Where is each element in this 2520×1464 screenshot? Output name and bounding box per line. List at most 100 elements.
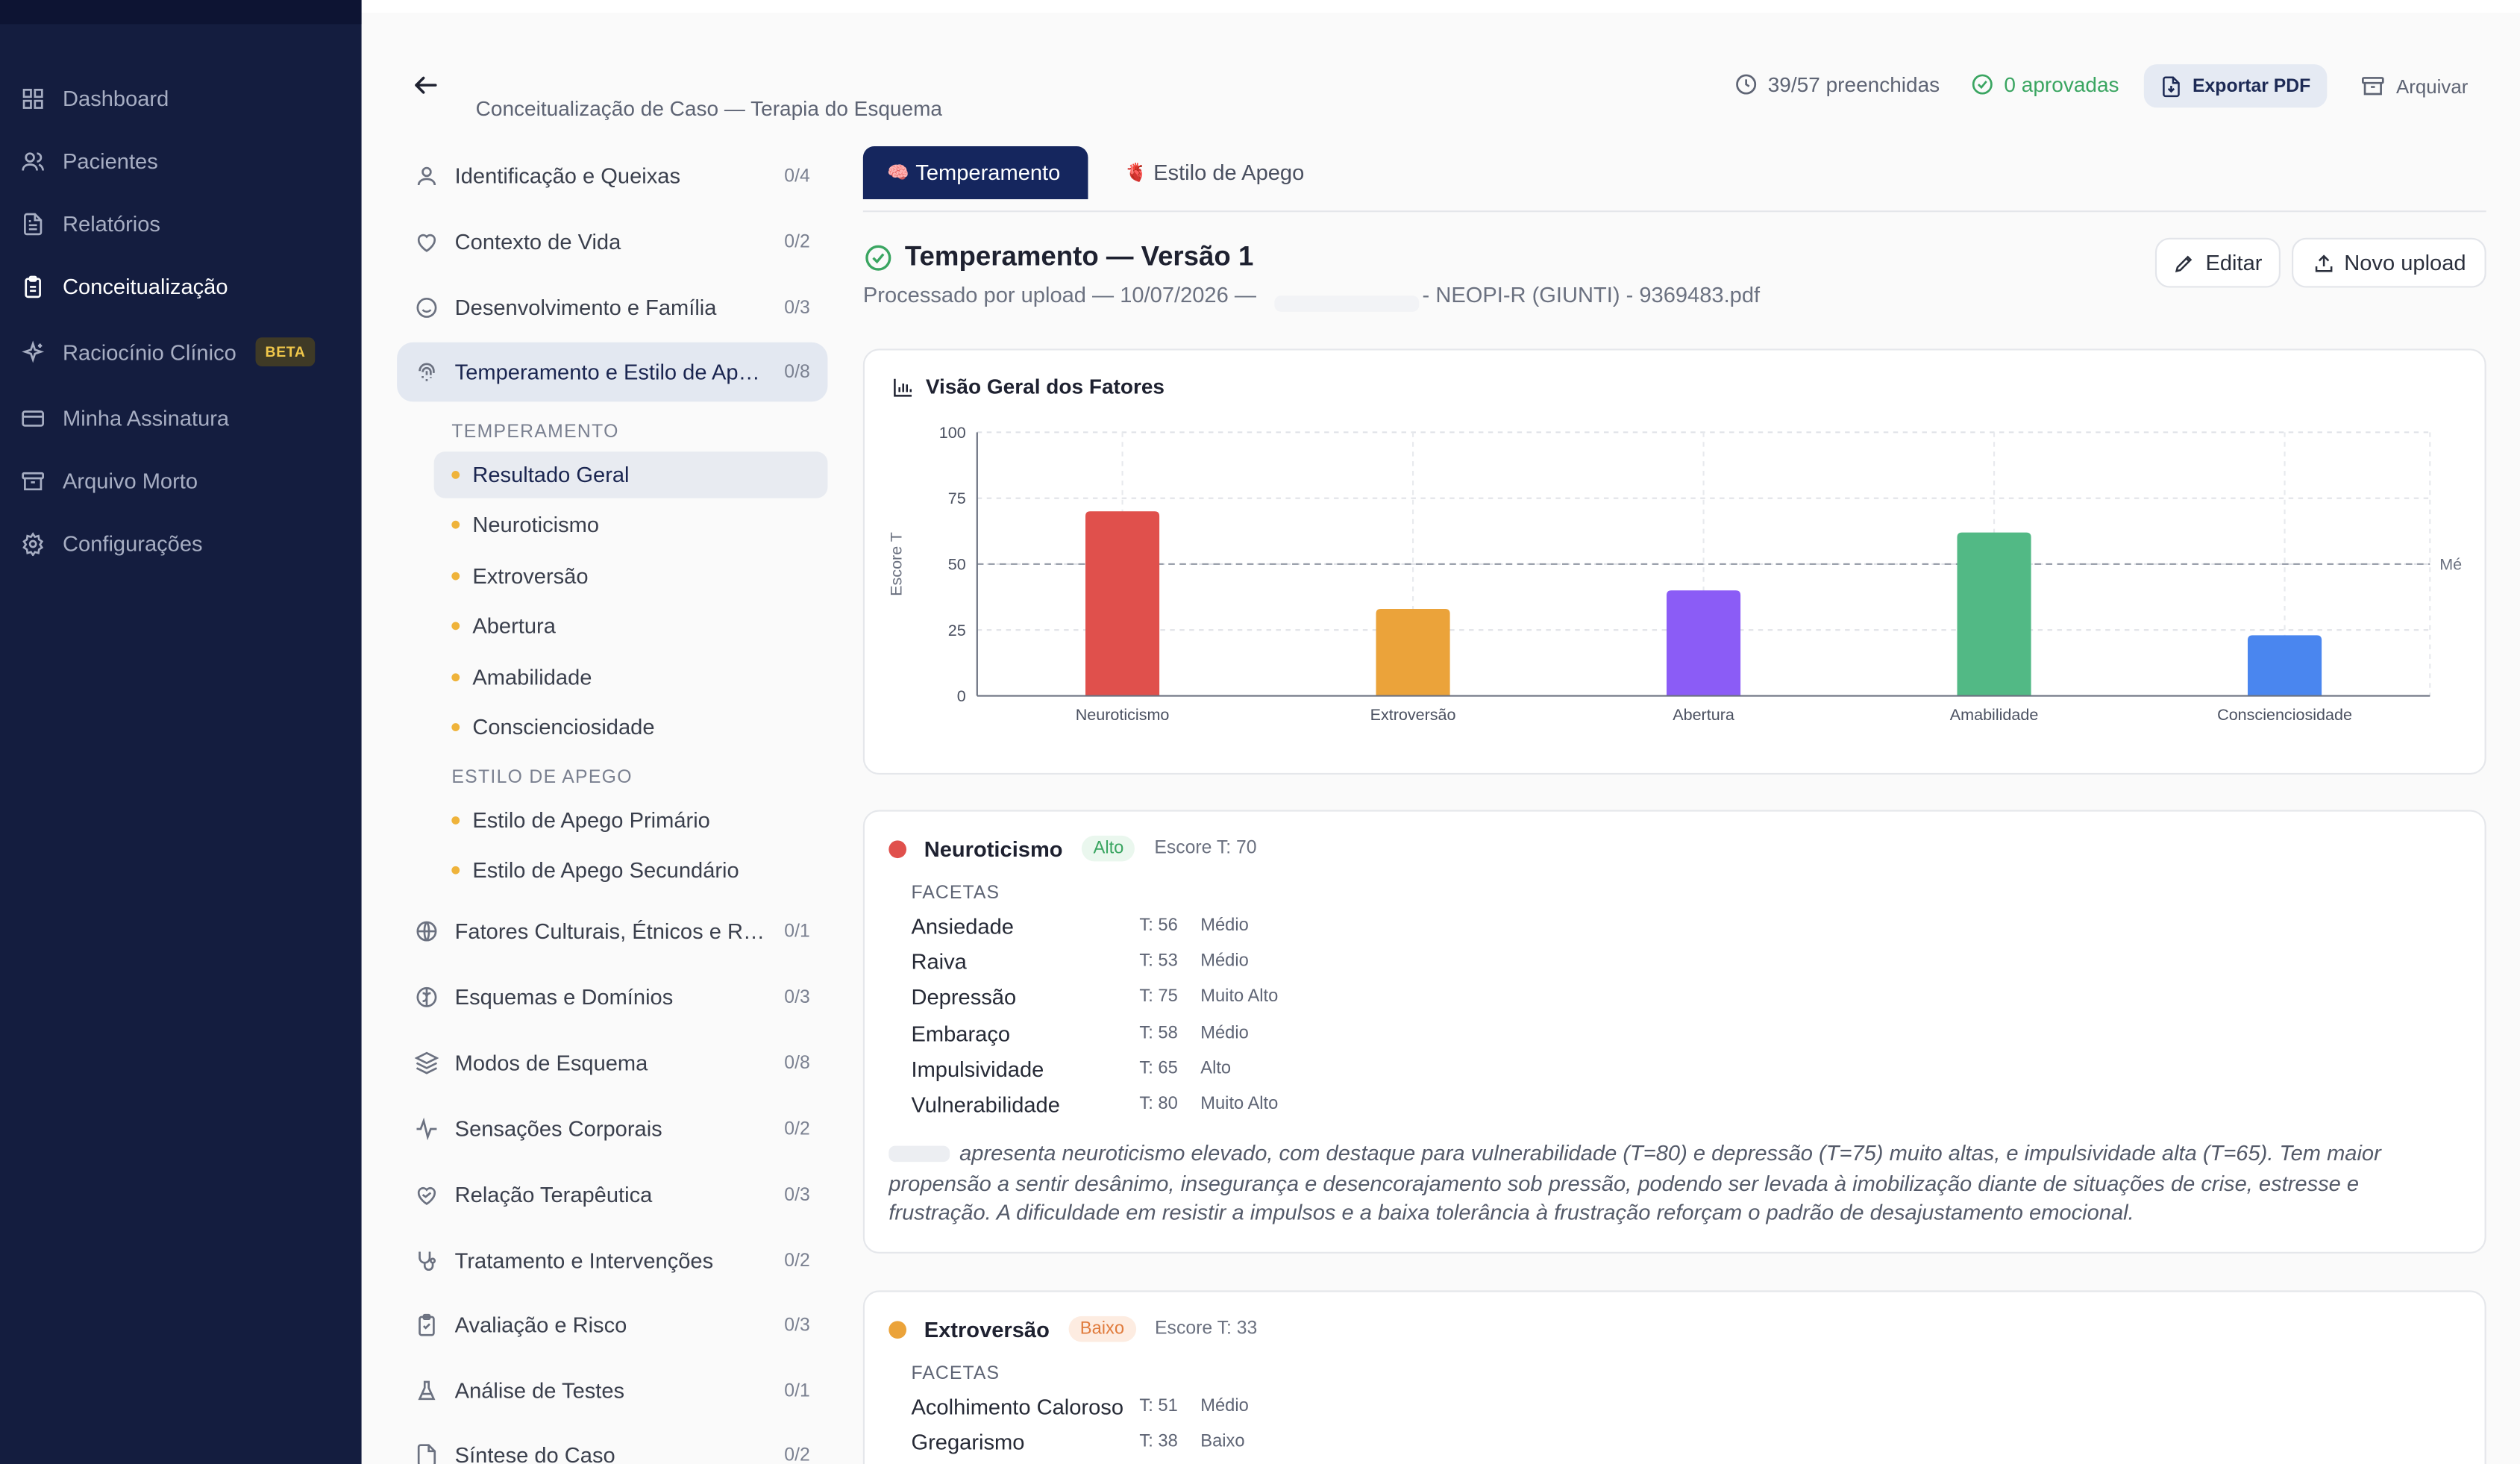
y-tick-label: 25 [948, 622, 966, 639]
app-sidebar: Dashboard Pacientes Relatórios Conceitua… [0, 0, 362, 1464]
factor-score: Escore T: 70 [1154, 839, 1257, 859]
section-tratamento[interactable]: Tratamento e Intervenções 0/2 [397, 1231, 827, 1291]
fingerprint-icon [419, 363, 435, 381]
back-arrow-icon[interactable] [412, 71, 441, 100]
level-badge: Baixo [1068, 1316, 1136, 1342]
brain-emoji-icon: 🧠 [887, 163, 909, 184]
sidebar-item-label: Raciocínio Clínico [63, 340, 236, 364]
users-icon [22, 151, 44, 170]
facets-label: FACETAS [911, 883, 1000, 904]
sidebar-item-label: Relatórios [63, 211, 160, 236]
bar-neuroticismo [1085, 511, 1160, 696]
facet-row: Impulsividade T: 65 Alto [911, 1057, 1232, 1082]
sidebar-item-label: Configurações [63, 531, 203, 556]
redacted-name [1274, 291, 1420, 315]
export-pdf-button[interactable]: Exportar PDF [2143, 64, 2328, 108]
subitem-neuroticismo[interactable]: Neuroticismo [434, 501, 828, 548]
section-fatores-culturais[interactable]: Fatores Culturais, Étnicos e Religiosos0… [397, 901, 827, 961]
subgroup-title-temperamento: TEMPERAMENTO [451, 422, 619, 442]
sidebar-item-label: Arquivo Morto [63, 468, 198, 493]
grid-icon [22, 87, 43, 108]
layers-icon [414, 1051, 439, 1074]
globe-icon [416, 921, 437, 942]
sparkles-icon [22, 340, 45, 363]
section-contexto-de-vida[interactable]: Contexto de Vida 0/2 [397, 212, 827, 272]
bar-extroversão [1376, 608, 1450, 696]
pencil-icon [2175, 254, 2193, 272]
factor-header: Neuroticismo Alto Escore T: 70 [888, 835, 1257, 862]
section-relacao-terapeutica[interactable]: Relação Terapêutica 0/3 [397, 1165, 827, 1224]
factor-color-dot [888, 1320, 907, 1338]
facet-row: Depressão T: 75 Muito Alto [911, 985, 1279, 1010]
clipboard-icon [25, 275, 41, 298]
tab-divider [862, 210, 2486, 213]
filled-counter: 39/57 preenchidas [1734, 72, 1940, 96]
check-circle-icon [1972, 74, 1993, 95]
x-tick-label: Extroversão [1370, 706, 1456, 724]
new-upload-button[interactable]: Novo upload [2292, 237, 2486, 288]
subgroup-title-apego: ESTILO DE APEGO [451, 768, 633, 788]
sidebar-item-configuracoes[interactable]: Configurações [0, 514, 362, 572]
archive-icon [2362, 77, 2384, 96]
version-processed-text: Processado por upload — 10/07/2026 — [862, 283, 1256, 307]
sidebar-item-label: Minha Assinatura [63, 405, 230, 431]
section-identificacao[interactable]: Identificação e Queixas 0/4 [397, 146, 827, 206]
brain-icon [416, 986, 437, 1007]
file-download-icon [2163, 75, 2181, 97]
sidebar-item-label: Pacientes [63, 148, 158, 173]
subitem-resultado-geral[interactable]: Resultado Geral [433, 451, 828, 498]
section-analise-testes[interactable]: Análise de Testes 0/1 [397, 1361, 827, 1421]
sidebar-item-arquivo-morto[interactable]: Arquivo Morto [0, 451, 362, 510]
sidebar-item-raciocinio-clinico[interactable]: Raciocínio Clínico BETA [0, 323, 362, 381]
tab-estilo-de-apego[interactable]: 🫀 Estilo de Apego [1125, 160, 1305, 185]
approved-counter: 0 aprovadas [1970, 72, 2119, 96]
chart-card-title: Visão Geral dos Fatores [892, 375, 1165, 398]
facet-row: Vulnerabilidade T: 80 Muito Alto [911, 1092, 1279, 1117]
sidebar-item-pacientes[interactable]: Pacientes [0, 132, 362, 190]
subitem-amabilidade[interactable]: Amabilidade [434, 654, 828, 701]
facet-row: Gregarismo T: 38 Baixo [911, 1430, 1245, 1455]
heart-emoji-icon: 🫀 [1125, 163, 1147, 184]
x-tick-label: Abertura [1673, 706, 1734, 724]
gear-icon [22, 531, 44, 556]
facets-label: FACETAS [911, 1364, 1000, 1384]
activity-icon [416, 1117, 437, 1141]
file-text-icon [24, 212, 43, 235]
beta-badge: BETA [255, 337, 316, 367]
file-icon [417, 1444, 436, 1464]
facet-row: Acolhimento Caloroso T: 51 Médio [911, 1395, 1249, 1419]
y-tick-label: 0 [957, 687, 966, 705]
sidebar-item-relatorios[interactable]: Relatórios [0, 195, 362, 253]
heart-handshake-icon [417, 1186, 436, 1205]
subitem-conscienciosidade[interactable]: Conscienciosidade [434, 704, 828, 750]
subitem-extroversao[interactable]: Extroversão [434, 553, 828, 599]
section-sensacoes-corporais[interactable]: Sensações Corporais 0/2 [397, 1099, 827, 1159]
level-badge: Alto [1082, 835, 1135, 862]
redacted-name [888, 1146, 950, 1163]
factor-card-neuroticismo [862, 810, 2486, 1254]
section-temperamento[interactable]: Temperamento e Estilo de Apego 0/8 [397, 342, 828, 402]
sidebar-item-dashboard[interactable]: Dashboard [0, 69, 362, 128]
section-avaliacao-risco[interactable]: Avaliação e Risco 0/3 [397, 1295, 827, 1355]
subitem-abertura[interactable]: Abertura [434, 603, 828, 649]
heart-icon [417, 234, 436, 252]
edit-button[interactable]: Editar [2154, 237, 2281, 288]
facet-row: Raiva T: 53 Médio [911, 949, 1249, 975]
check-circle-icon [865, 244, 891, 270]
section-modos-de-esquema[interactable]: Modos de Esquema 0/8 [397, 1033, 827, 1093]
reference-line-label: Mé [2439, 555, 2462, 573]
subitem-apego-secundario[interactable]: Estilo de Apego Secundário [434, 847, 828, 893]
sidebar-item-conceitualizacao[interactable]: Conceitualização [0, 257, 362, 316]
archive-button[interactable]: Arquivar [2361, 64, 2468, 107]
bar-chart-icon [894, 378, 912, 396]
facet-row: Ansiedade T: 56 Médio [911, 914, 1249, 939]
tab-temperamento[interactable]: 🧠 Temperamento [862, 146, 1088, 200]
section-sintese-caso[interactable]: Síntese do Caso 0/2 [397, 1425, 827, 1464]
y-tick-label: 75 [948, 489, 966, 507]
subitem-apego-primario[interactable]: Estilo de Apego Primário [434, 797, 828, 843]
bar-amabilidade [1957, 532, 2031, 696]
sidebar-item-minha-assinatura[interactable]: Minha Assinatura [0, 389, 362, 447]
section-desenvolvimento[interactable]: Desenvolvimento e Família 0/3 [397, 278, 827, 338]
section-esquemas[interactable]: Esquemas e Domínios 0/3 [397, 968, 827, 1027]
facet-row: Embaraço T: 58 Médio [911, 1022, 1249, 1047]
